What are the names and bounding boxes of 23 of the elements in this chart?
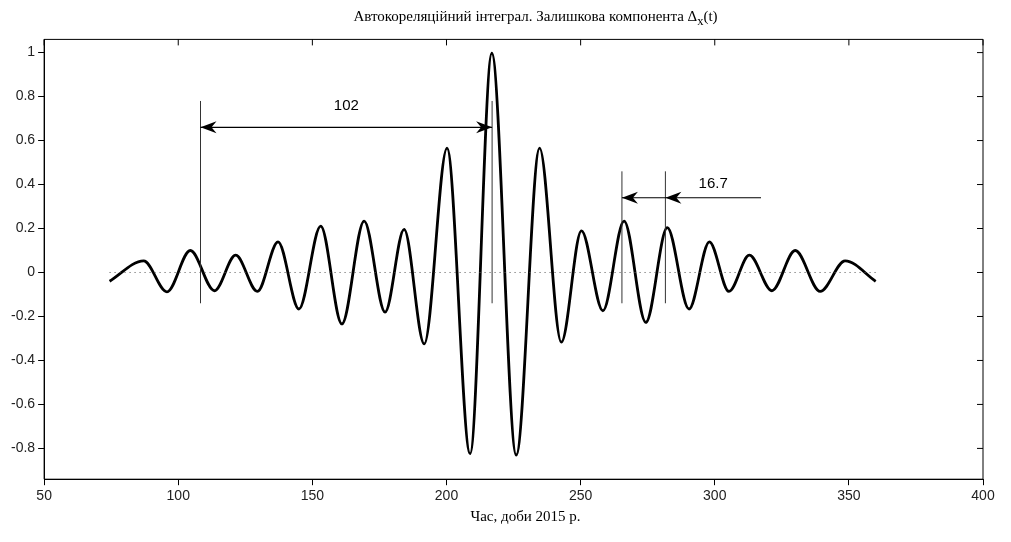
x-tick-label: 150 [300,487,325,504]
line-series [108,51,878,457]
y-tick-label: -0.2 [11,307,36,324]
x-tick-label: 400 [971,487,995,504]
y-tick-label: 0 [27,263,36,280]
x-tick-label: 50 [36,487,53,504]
y-tick-label: 0.4 [15,175,36,192]
y-tick-label: -0.6 [11,395,36,412]
y-tick-label: 0.2 [15,219,36,236]
x-tick-label: 200 [434,487,459,504]
x-axis-title: Час, доби 2015 р. [469,508,582,525]
annotation: 16.7 [698,174,728,192]
chart-title: Автокореляційний інтеграл. Залишкова компонента Δ$_{x}$(t) [352,8,719,28]
y-tick-label: 1 [27,43,36,60]
x-tick-label: 350 [837,487,861,504]
y-tick-label: 0.6 [15,131,36,148]
x-tick-label: 100 [166,487,191,504]
y-tick-label: -0.8 [11,439,36,456]
x-tick-label: 250 [568,487,593,504]
y-tick-label: -0.4 [11,351,36,368]
x-tick-label: 300 [703,487,727,504]
annotation: 102 [333,96,359,113]
y-tick-label: 0.8 [15,87,36,104]
